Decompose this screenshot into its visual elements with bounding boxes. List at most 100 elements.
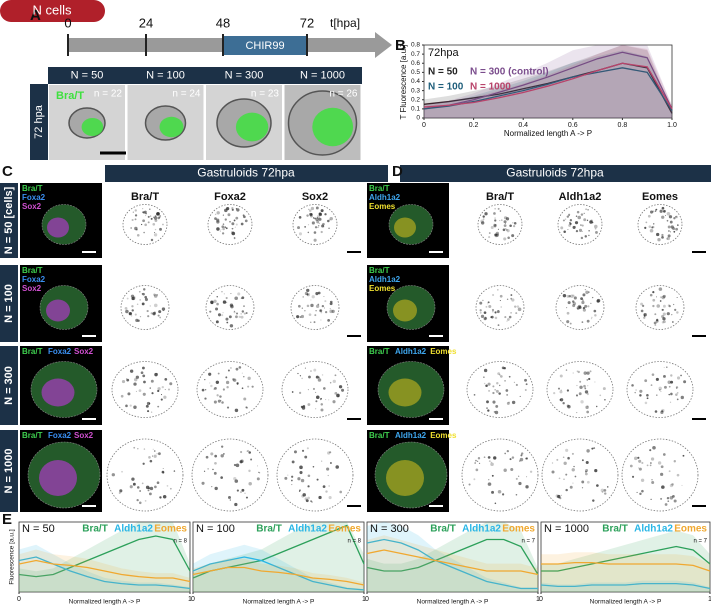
a-header — [48, 67, 362, 84]
speckle — [651, 373, 655, 376]
speckle — [225, 317, 229, 321]
speckle — [235, 315, 238, 319]
speckle — [245, 496, 248, 499]
speckle — [323, 307, 326, 309]
speckle — [144, 295, 148, 299]
channel-label: Bra/T — [22, 347, 43, 356]
speckle — [142, 374, 146, 378]
speckle — [210, 300, 214, 305]
speckle — [317, 378, 322, 382]
speckle — [483, 311, 487, 314]
speckle — [310, 370, 312, 372]
speckle — [156, 294, 158, 296]
speckle — [659, 209, 663, 213]
column-header: N = 100 — [146, 69, 185, 81]
x-tick-label: 1.0 — [667, 122, 677, 129]
speckle — [243, 305, 245, 307]
speckle — [144, 210, 147, 214]
speckle — [493, 410, 496, 413]
speckle — [217, 372, 220, 375]
speckle — [217, 313, 222, 317]
speckle — [210, 384, 213, 388]
speckle — [325, 490, 328, 493]
speckle — [488, 304, 492, 308]
speckle — [670, 225, 674, 229]
speckle — [585, 460, 589, 465]
speckle — [147, 215, 150, 218]
speckle — [562, 293, 567, 298]
speckle — [513, 221, 517, 225]
row-label-bg — [0, 265, 18, 342]
speckle — [135, 318, 139, 323]
speckle — [216, 227, 220, 231]
panel-label: A — [30, 7, 41, 24]
speckle — [485, 305, 488, 308]
speckle — [673, 499, 677, 503]
speckle — [235, 208, 238, 210]
speckle — [159, 316, 162, 319]
speckle — [643, 315, 646, 317]
speckle — [162, 223, 164, 226]
speckle — [133, 382, 137, 386]
x-tick-label: 0 — [191, 596, 195, 603]
speckle — [495, 389, 499, 393]
speckle — [158, 452, 161, 456]
speckle — [661, 236, 664, 239]
speckle — [654, 410, 658, 413]
speckle — [204, 389, 207, 391]
speckle — [131, 477, 135, 481]
speckle — [330, 300, 333, 304]
speckle — [566, 389, 570, 392]
speckle — [320, 311, 323, 314]
speckle — [593, 447, 596, 449]
speckle — [324, 300, 327, 303]
speckle — [240, 313, 242, 315]
speckle — [655, 296, 658, 298]
speckle — [139, 501, 142, 505]
speckle — [153, 303, 158, 308]
speckle — [211, 486, 213, 488]
series-line — [18, 556, 191, 590]
speckle — [491, 490, 494, 494]
speckle — [138, 290, 141, 293]
speckle — [147, 315, 150, 318]
speckle — [134, 209, 137, 212]
merge-signal — [388, 378, 422, 407]
speckle — [520, 454, 523, 457]
speckle — [563, 478, 565, 480]
legend-entry: Eomes — [674, 524, 707, 535]
speckle — [304, 367, 306, 369]
speckle — [482, 218, 485, 220]
confidence-band — [541, 552, 710, 592]
speckle — [149, 459, 153, 463]
speckle — [644, 401, 648, 405]
speckle — [661, 485, 665, 489]
speckle — [562, 219, 565, 222]
speckle — [137, 448, 139, 450]
speckle — [665, 215, 667, 217]
speckle — [483, 382, 486, 385]
x-tick-label: 0.4 — [518, 122, 528, 129]
speckle — [577, 215, 582, 220]
speckle — [675, 227, 679, 231]
plot-frame — [18, 521, 191, 593]
speckle — [591, 221, 594, 224]
outline — [477, 204, 523, 245]
speckle — [506, 393, 509, 396]
legend-entry: Bra/T — [602, 524, 628, 535]
speckle — [666, 212, 671, 216]
speckle — [676, 387, 678, 389]
speckle — [318, 222, 320, 224]
x-tick-label: 0.8 — [618, 122, 628, 129]
speckle — [488, 232, 491, 234]
speckle — [643, 313, 646, 316]
speckle — [667, 380, 671, 384]
speckle — [247, 385, 250, 388]
speckle — [675, 215, 677, 218]
speckle — [563, 219, 565, 222]
speckle — [638, 467, 640, 469]
outline — [122, 204, 168, 245]
speckle — [320, 408, 324, 412]
channel-label: Foxa2 — [22, 193, 46, 202]
